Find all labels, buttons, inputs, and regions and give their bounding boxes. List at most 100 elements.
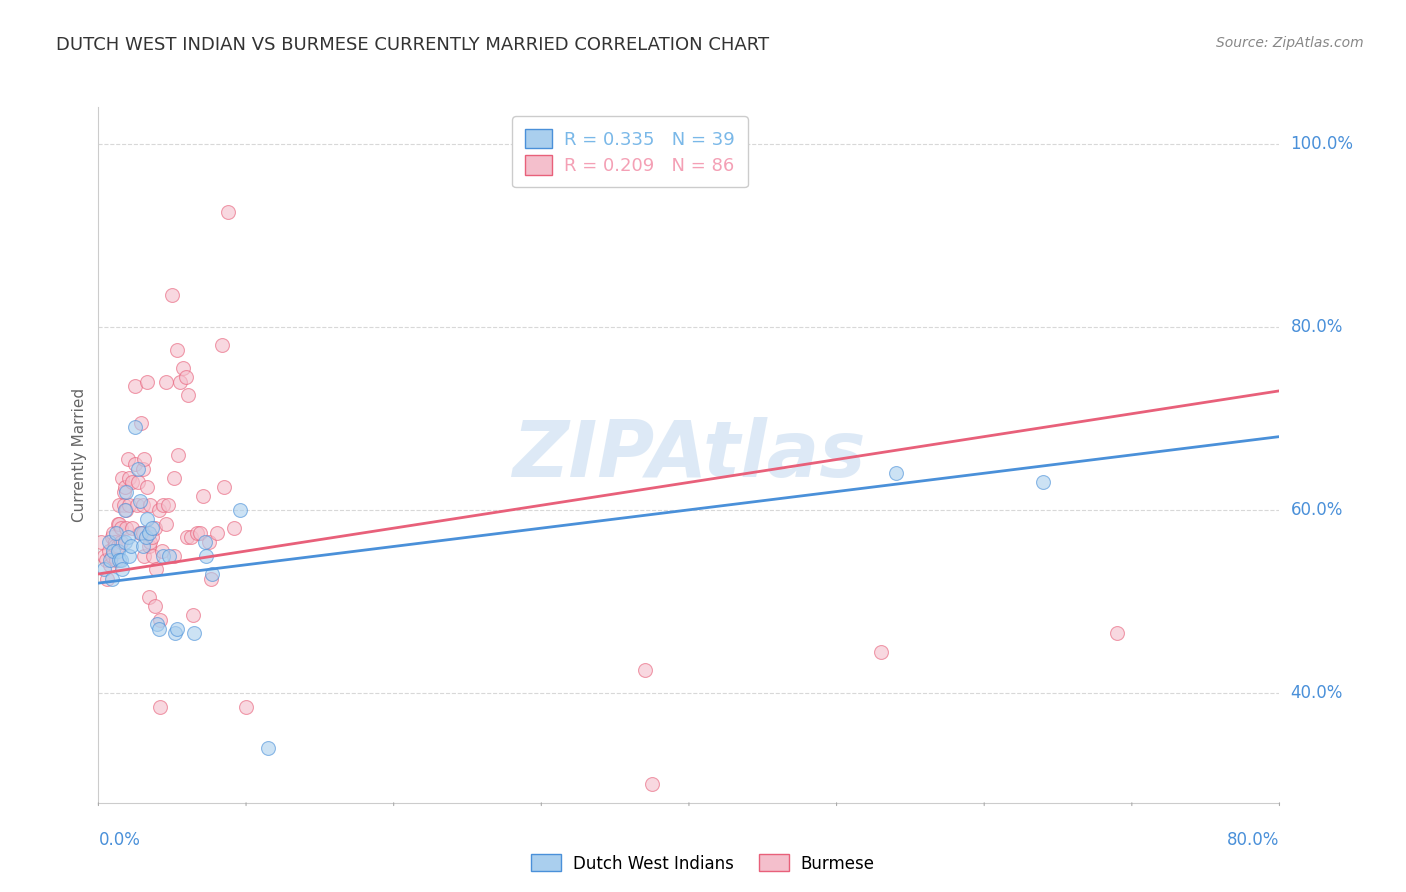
Point [107,516,129,531]
Point [229,503,252,517]
Point [139,498,162,512]
Point [114,535,136,549]
Point [235,699,257,714]
Point [132,540,155,554]
Point [105,553,128,567]
Point [217,205,239,219]
Point [1032,475,1054,490]
Point [869,645,891,659]
Point [141,530,163,544]
Point [165,626,187,640]
Point [166,343,188,357]
Point [96,572,118,586]
Point [107,544,129,558]
Point [138,590,160,604]
Legend: R = 0.335   N = 39, R = 0.209   N = 86: R = 0.335 N = 39, R = 0.209 N = 86 [512,116,748,187]
Point [93,549,115,563]
Point [136,480,159,494]
Point [105,525,128,540]
Point [112,498,135,512]
Point [884,467,907,481]
Point [257,740,280,755]
Point [93,562,115,576]
Point [115,521,138,535]
Point [97,535,120,549]
Point [150,544,173,558]
Legend: Dutch West Indians, Burmese: Dutch West Indians, Burmese [524,847,882,880]
Point [132,525,155,540]
Point [124,420,146,434]
Text: ZIPAtlas: ZIPAtlas [512,417,866,493]
Point [169,375,191,389]
Point [110,553,132,567]
Point [176,530,198,544]
Text: 80.0%: 80.0% [1227,830,1279,848]
Text: 0.0%: 0.0% [98,830,141,848]
Point [633,663,655,677]
Point [195,549,218,563]
Point [134,549,156,563]
Point [136,512,159,526]
Point [194,535,217,549]
Point [200,572,222,586]
Point [132,498,155,512]
Point [148,622,170,636]
Point [111,471,134,485]
Point [118,549,141,563]
Point [157,549,180,563]
Point [103,544,125,558]
Point [110,521,132,535]
Point [152,549,174,563]
Point [121,521,143,535]
Point [120,540,142,554]
Point [146,617,169,632]
Point [138,525,160,540]
Point [172,361,194,376]
Point [117,452,139,467]
Point [125,498,148,512]
Point [121,475,143,490]
Point [98,558,121,572]
Point [198,535,221,549]
Point [212,480,235,494]
Point [128,493,150,508]
Point [181,608,204,623]
Point [177,388,200,402]
Point [155,516,177,531]
Point [143,521,166,535]
Text: 100.0%: 100.0% [1291,135,1354,153]
Point [124,379,146,393]
Point [117,530,139,544]
Point [118,471,141,485]
Point [641,777,664,791]
Point [129,525,152,540]
Point [114,503,136,517]
Point [127,475,149,490]
Point [152,498,174,512]
Point [139,535,162,549]
Point [201,566,224,581]
Point [129,416,152,430]
Point [112,484,135,499]
Point [167,448,190,462]
Y-axis label: Currently Married: Currently Married [72,388,87,522]
Point [141,521,163,535]
Point [149,699,172,714]
Point [180,530,202,544]
Point [97,544,120,558]
Point [108,498,131,512]
Point [224,521,246,535]
Point [114,480,136,494]
Point [148,503,170,517]
Point [118,498,141,512]
Point [166,622,188,636]
Point [107,540,129,554]
Point [110,535,132,549]
Point [127,461,149,475]
Text: DUTCH WEST INDIAN VS BURMESE CURRENTLY MARRIED CORRELATION CHART: DUTCH WEST INDIAN VS BURMESE CURRENTLY M… [56,36,769,54]
Point [111,562,134,576]
Point [104,540,127,554]
Point [124,457,146,471]
Point [193,489,215,503]
Point [100,572,122,586]
